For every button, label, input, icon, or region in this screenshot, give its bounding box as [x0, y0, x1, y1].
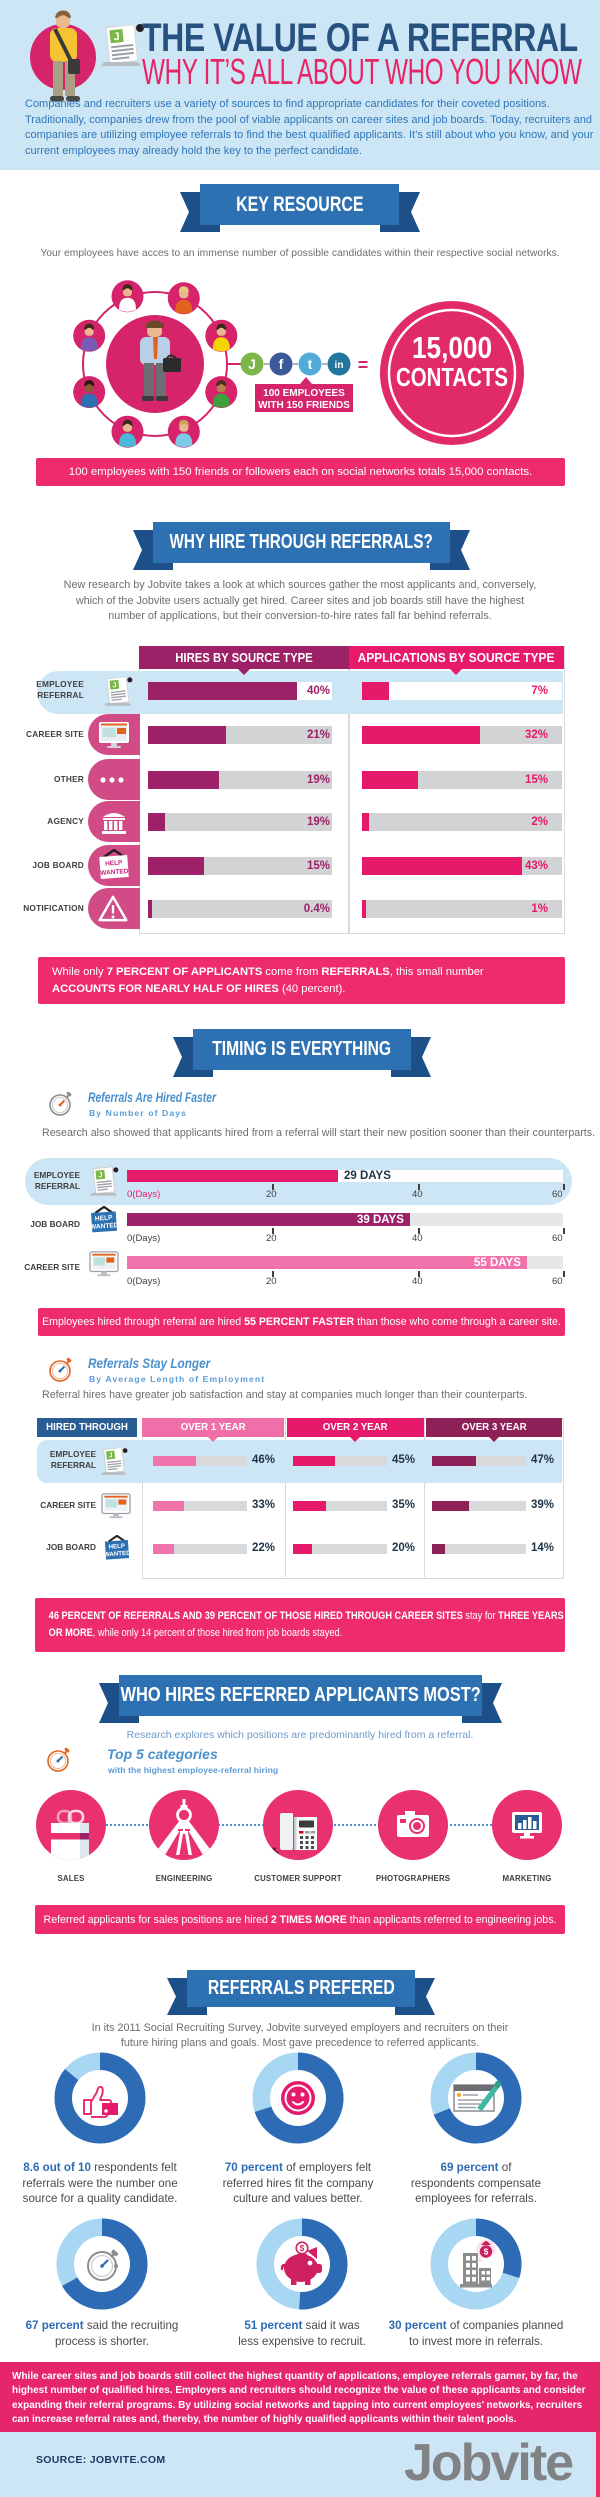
- svg-text:15,000: 15,000: [412, 330, 492, 365]
- svg-text:HELP: HELP: [95, 1214, 114, 1222]
- svg-text:J: J: [98, 1170, 103, 1179]
- svg-text:in: in: [335, 360, 344, 371]
- svg-text:J: J: [112, 680, 117, 689]
- svg-text:J: J: [113, 31, 120, 44]
- svg-text:WANTED: WANTED: [100, 868, 129, 877]
- svg-text:HELP: HELP: [105, 859, 123, 867]
- svg-text:J: J: [108, 1452, 113, 1459]
- svg-text:WITH 150 FRIENDS: WITH 150 FRIENDS: [258, 400, 350, 411]
- svg-text:t: t: [308, 356, 313, 372]
- svg-text:f: f: [279, 356, 284, 372]
- svg-text:WANTED: WANTED: [90, 1222, 119, 1231]
- svg-text:100 EMPLOYEES: 100 EMPLOYEES: [263, 388, 345, 399]
- svg-text:HELP: HELP: [108, 1543, 125, 1551]
- svg-text:J: J: [248, 356, 256, 372]
- svg-text:$: $: [300, 2244, 305, 2253]
- svg-text:=: =: [358, 355, 369, 375]
- svg-text:$: $: [484, 2247, 489, 2257]
- svg-text:WANTED: WANTED: [104, 1550, 132, 1559]
- svg-text:CONTACTS: CONTACTS: [396, 362, 508, 392]
